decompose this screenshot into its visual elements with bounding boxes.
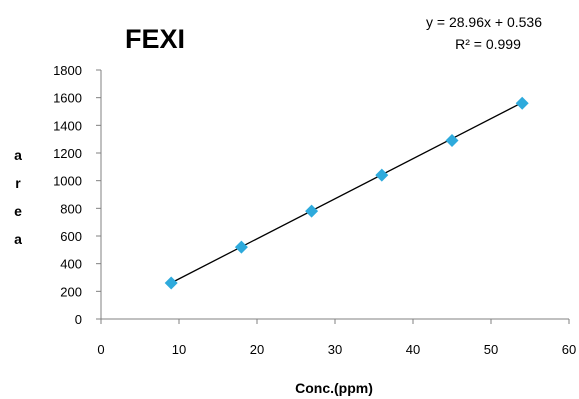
trendline-equation: y = 28.96x + 0.536 (426, 14, 542, 30)
x-tick-label: 0 (97, 342, 104, 357)
y-tick-label: 600 (60, 229, 82, 244)
x-tick-label: 30 (328, 342, 342, 357)
y-tick-label: 1400 (53, 118, 82, 133)
data-point (515, 96, 529, 110)
y-axis-label-char: a (14, 231, 22, 247)
y-tick-label: 0 (75, 312, 82, 327)
data-point (164, 276, 178, 290)
y-tick-label: 1600 (53, 91, 82, 106)
data-point (375, 168, 389, 182)
y-tick-label: 400 (60, 257, 82, 272)
y-tick-label: 1800 (53, 63, 82, 78)
y-axis-label-char: r (15, 175, 21, 191)
x-tick-label: 20 (250, 342, 264, 357)
data-point (445, 134, 459, 148)
y-axis-label-char: e (14, 203, 22, 219)
y-tick-label: 200 (60, 284, 82, 299)
x-tick-label: 40 (406, 342, 420, 357)
y-tick-label: 1000 (53, 174, 82, 189)
trendline-r2: R² = 0.999 (455, 36, 521, 52)
x-axis-label: Conc.(ppm) (295, 380, 373, 396)
x-tick-label: 60 (562, 342, 576, 357)
data-point (305, 204, 319, 218)
y-tick-label: 1200 (53, 146, 82, 161)
chart-title: FEXI (125, 24, 185, 54)
trendline (170, 102, 523, 284)
y-tick-label: 800 (60, 201, 82, 216)
x-tick-label: 10 (172, 342, 186, 357)
y-axis-label-char: a (14, 147, 22, 163)
x-tick-label: 50 (484, 342, 498, 357)
data-point (234, 240, 248, 254)
